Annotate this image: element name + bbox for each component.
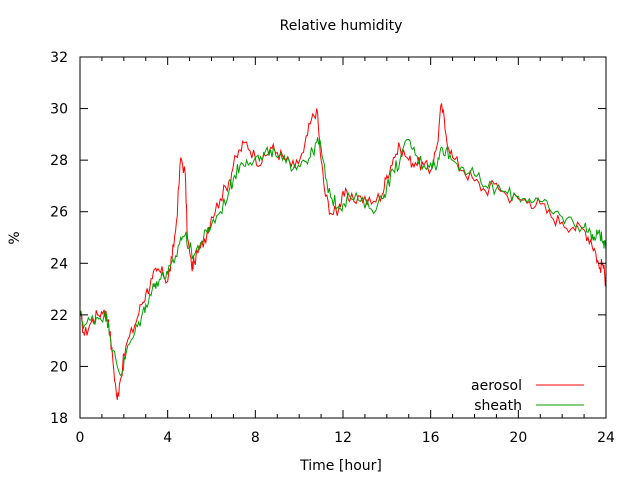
y-tick-label: 32 (50, 50, 68, 66)
y-axis-label: % (7, 231, 23, 244)
y-tick-label: 24 (50, 256, 68, 272)
ticks-layer: 0 4 8 12 16 20 24 18 20 22 24 26 28 30 32 (50, 50, 615, 446)
x-axis-label: Time [hour] (299, 458, 382, 474)
y-tick-label: 28 (50, 153, 68, 169)
x-tick-label: 12 (334, 430, 352, 446)
plot-frame (79, 56, 607, 419)
series-layer (79, 103, 607, 401)
y-tick-label: 22 (50, 308, 68, 324)
y-tick-label: 30 (50, 102, 68, 118)
x-tick-label: 4 (163, 430, 172, 446)
series-line-aerosol (79, 103, 607, 401)
legend-label-aerosol: aerosol (471, 378, 522, 394)
y-tick-label: 20 (50, 359, 68, 375)
x-tick-label: 20 (509, 430, 527, 446)
y-tick-label: 26 (50, 205, 68, 221)
series-line-sheath (79, 137, 607, 377)
chart-title: Relative humidity (279, 18, 403, 34)
y-tick-label: 18 (50, 411, 68, 427)
legend-label-sheath: sheath (474, 398, 522, 414)
x-tick-label: 8 (251, 430, 260, 446)
legend: aerosol sheath (471, 378, 584, 414)
x-tick-label: 24 (597, 430, 615, 446)
x-tick-label: 0 (76, 430, 85, 446)
x-tick-label: 16 (422, 430, 440, 446)
